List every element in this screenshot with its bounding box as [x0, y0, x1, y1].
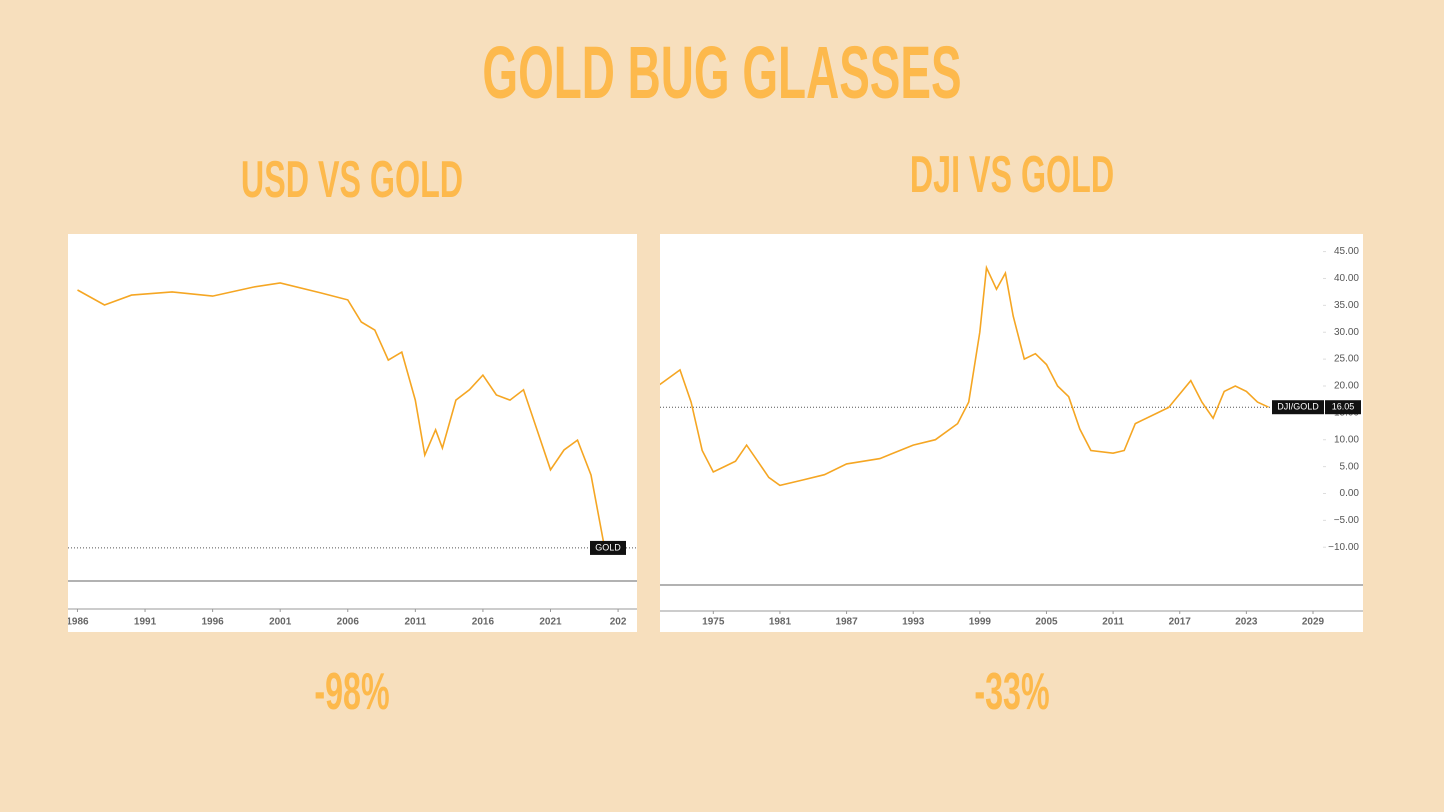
y-tick-label: 35.00: [1334, 300, 1359, 311]
x-tick-label: 2011: [404, 617, 426, 628]
x-tick-label: 1996: [201, 617, 224, 628]
x-tick-label: 1987: [835, 617, 858, 628]
x-tick-label: 2029: [1302, 617, 1325, 628]
price-badge-value: 16.05: [1332, 402, 1355, 412]
annotation: -98%: [314, 663, 390, 721]
y-tick-label: −10.00: [1328, 542, 1359, 553]
chart-title: USD VS GOLD: [240, 151, 464, 209]
x-tick-label: 2001: [269, 617, 292, 628]
price-badge-label: GOLD: [595, 542, 621, 552]
line-series: [660, 264, 1269, 487]
x-tick-label: 2011: [1102, 617, 1124, 628]
price-badge-label: DJI/GOLD: [1277, 402, 1319, 412]
y-tick-label: 40.00: [1334, 273, 1359, 284]
x-tick-label: 1999: [969, 617, 992, 628]
x-tick-label: 2005: [1035, 617, 1058, 628]
x-tick-label: 1991: [134, 617, 157, 628]
x-tick-label: 1981: [769, 617, 792, 628]
x-tick-label: 1986: [68, 617, 89, 628]
y-tick-label: 20.00: [1334, 381, 1359, 392]
price-badge: [1272, 400, 1324, 415]
y-tick-label: 5.00: [1340, 461, 1360, 472]
x-tick-label: 1975: [702, 617, 725, 628]
x-tick-label: 2017: [1169, 617, 1192, 628]
chart: 1986 1991 1996 2001 2006 2011 2016 2021 202 GOLD: [68, 234, 637, 632]
chart-title: DJI VS GOLD: [909, 146, 1115, 204]
x-tick-label: 2006: [337, 617, 360, 628]
x-tick-label: 2023: [1235, 617, 1258, 628]
chart: 1975 1981 1987 1993 1999 2005 2011 2017 2023 2029…: [660, 234, 1363, 632]
line-series: [77, 282, 606, 549]
slide-title: GOLD BUG GLASSES: [482, 31, 962, 114]
y-tick-label: 0.00: [1340, 488, 1360, 499]
y-tick-label: 30.00: [1334, 327, 1359, 338]
y-tick-label: 25.00: [1334, 354, 1359, 365]
x-tick-label: 2016: [472, 617, 495, 628]
annotation: -33%: [974, 663, 1050, 721]
y-tick-label: −5.00: [1334, 515, 1360, 526]
x-tick-label: 1993: [902, 617, 925, 628]
y-tick-label: 10.00: [1334, 434, 1359, 445]
x-tick-label: 2021: [539, 617, 562, 628]
x-tick-label: 202: [610, 617, 627, 628]
price-badge: [590, 540, 626, 555]
y-tick-label: 45.00: [1334, 246, 1359, 257]
price-badge: [1325, 400, 1361, 415]
